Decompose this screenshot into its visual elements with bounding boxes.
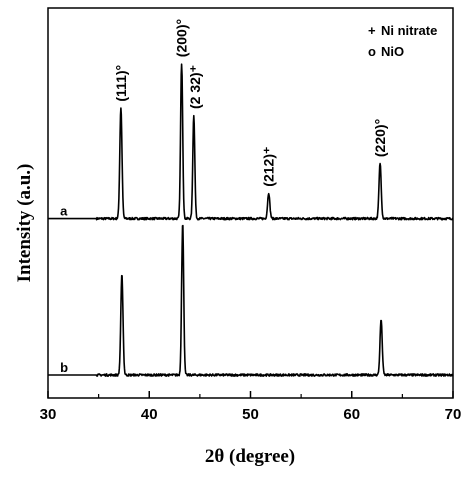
legend-marker-nio: o bbox=[368, 44, 376, 59]
peak-annotation: (220)° bbox=[372, 119, 388, 157]
peak-annotations: (111)° (200)° (2 32)⁺ (212)⁺ (220)° bbox=[113, 19, 388, 187]
x-axis: 30 40 50 60 70 bbox=[40, 391, 462, 423]
peak-annotation: (212)⁺ bbox=[261, 147, 277, 187]
x-tick-label: 50 bbox=[242, 406, 259, 423]
x-tick-label: 60 bbox=[343, 406, 360, 423]
trace-b bbox=[48, 224, 454, 377]
peak-annotation: (200)° bbox=[174, 19, 190, 57]
plot-frame bbox=[47, 7, 454, 399]
x-tick-label: 40 bbox=[141, 406, 158, 423]
xrd-traces: ab bbox=[48, 63, 454, 377]
x-tick-label: 30 bbox=[40, 406, 57, 423]
trace-a bbox=[48, 63, 454, 221]
y-axis-title: Intensity (a.u.) bbox=[14, 164, 35, 283]
x-axis-title: 2θ (degree) bbox=[205, 446, 295, 467]
legend-label-ni-nitrate: Ni nitrate bbox=[381, 23, 437, 38]
x-tick-label: 70 bbox=[445, 406, 462, 423]
legend: + Ni nitrate o NiO bbox=[368, 23, 437, 59]
trace-label-a: a bbox=[60, 204, 68, 219]
legend-marker-ni-nitrate: + bbox=[368, 23, 376, 38]
plot-area bbox=[47, 7, 454, 399]
peak-annotation: (2 32)⁺ bbox=[187, 65, 203, 109]
peak-annotation: (111)° bbox=[113, 65, 129, 102]
legend-label-nio: NiO bbox=[381, 44, 404, 59]
trace-label-b: b bbox=[60, 360, 68, 375]
